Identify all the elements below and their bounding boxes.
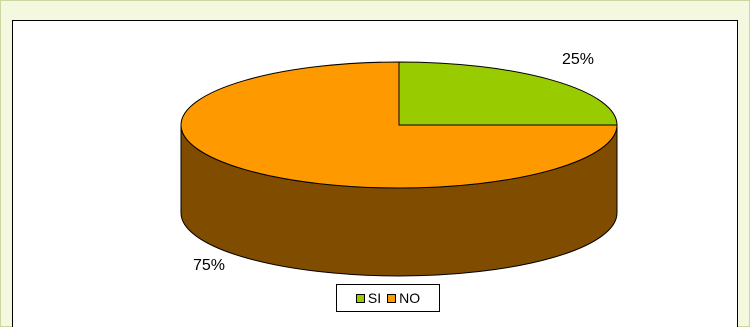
- slice-label-si: 25%: [562, 51, 595, 68]
- legend-label-si: SI: [367, 290, 382, 306]
- legend-label-no: NO: [399, 290, 421, 306]
- legend-item-si: SI: [355, 290, 382, 306]
- legend-swatch-no: [387, 293, 397, 303]
- chart-legend: SI NO: [336, 284, 440, 312]
- legend-swatch-si: [355, 293, 365, 303]
- legend-item-no: NO: [387, 290, 420, 306]
- pie-slice-si: [398, 61, 618, 126]
- slice-label-no: 75%: [193, 257, 226, 274]
